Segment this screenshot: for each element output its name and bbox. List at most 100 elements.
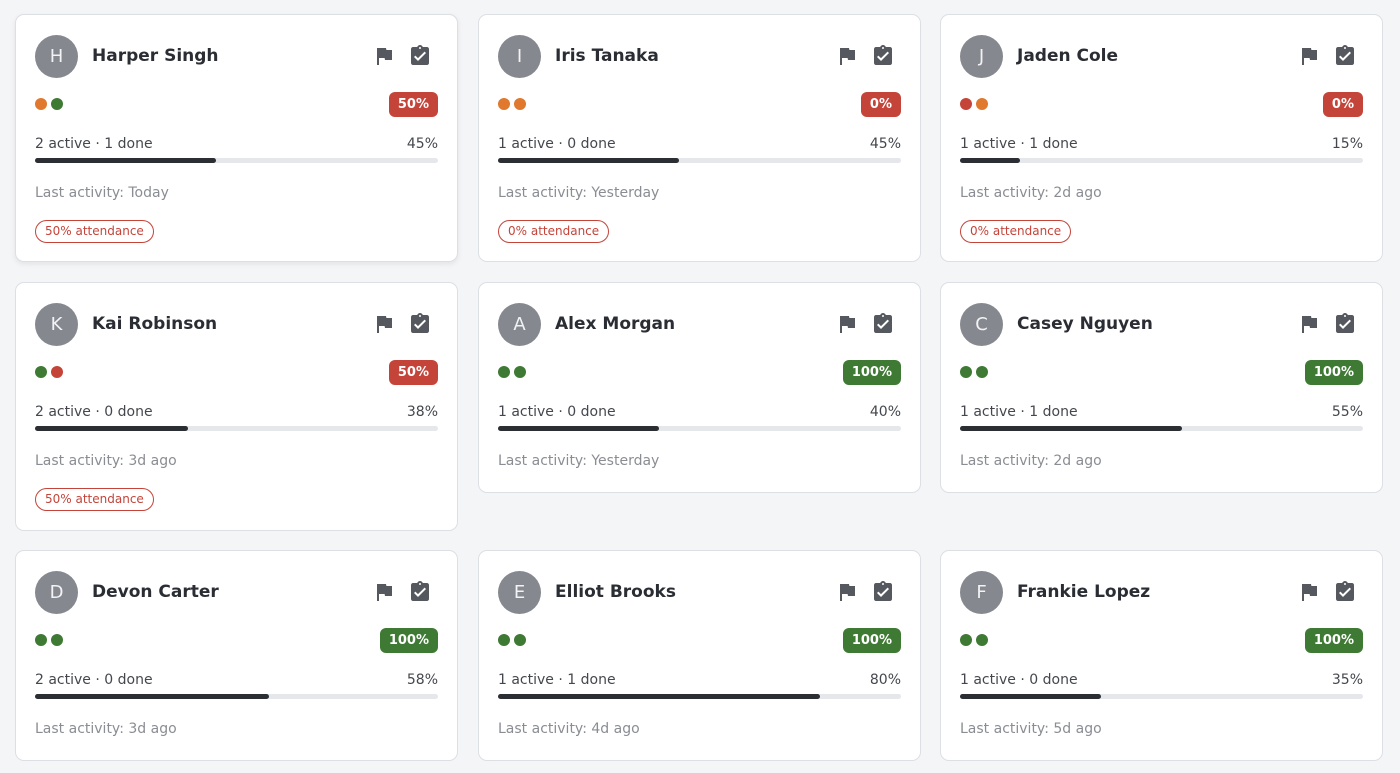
- progress-bar: [498, 426, 901, 431]
- progress-percent: 55%: [1331, 404, 1363, 420]
- progress-bar: [35, 694, 438, 699]
- status-dot: [960, 634, 972, 646]
- status-dot: [976, 634, 988, 646]
- clipboard-check-icon[interactable]: [1333, 580, 1357, 604]
- member-card[interactable]: E Elliot Brooks 100% 1 active · 1 done 8…: [478, 550, 921, 761]
- card-header: F Frankie Lopez: [960, 571, 1363, 614]
- clipboard-check-icon[interactable]: [871, 312, 895, 336]
- member-name[interactable]: Iris Tanaka: [555, 46, 659, 66]
- flag-icon[interactable]: [372, 312, 396, 336]
- flag-icon[interactable]: [1297, 580, 1321, 604]
- status-dots: [960, 634, 992, 648]
- member-card[interactable]: F Frankie Lopez 100% 1 active · 0 done 3…: [940, 550, 1383, 761]
- task-stats: 1 active · 1 done: [960, 136, 1078, 152]
- flag-icon[interactable]: [372, 44, 396, 68]
- progress-bar: [35, 158, 438, 163]
- clipboard-check-icon[interactable]: [408, 44, 432, 68]
- progress-fill: [35, 426, 189, 431]
- card-header: E Elliot Brooks: [498, 571, 901, 614]
- member-card[interactable]: C Casey Nguyen 100% 1 active · 1 done 55…: [940, 282, 1383, 493]
- flag-icon[interactable]: [835, 312, 859, 336]
- flag-icon[interactable]: [1297, 44, 1321, 68]
- status-dot: [514, 98, 526, 110]
- member-name[interactable]: Jaden Cole: [1017, 46, 1119, 66]
- member-card[interactable]: J Jaden Cole 0% 1 active · 1 done 15% La…: [940, 14, 1383, 262]
- task-stats: 2 active · 0 done: [35, 404, 153, 420]
- avatar: F: [960, 571, 1003, 614]
- status-dot: [498, 98, 510, 110]
- clipboard-check-icon[interactable]: [1333, 44, 1357, 68]
- task-stats: 2 active · 0 done: [35, 672, 153, 688]
- member-name[interactable]: Casey Nguyen: [1017, 314, 1153, 334]
- member-name[interactable]: Kai Robinson: [92, 314, 218, 334]
- flag-icon[interactable]: [1297, 312, 1321, 336]
- last-activity: Last activity: 5d ago: [960, 721, 1102, 737]
- clipboard-check-icon[interactable]: [1333, 312, 1357, 336]
- card-header: H Harper Singh: [35, 35, 438, 78]
- clipboard-check-icon[interactable]: [408, 312, 432, 336]
- progress-bar: [35, 426, 438, 431]
- task-stats: 1 active · 0 done: [498, 404, 616, 420]
- score-badge: 0%: [1322, 92, 1363, 117]
- progress-percent: 35%: [1331, 672, 1363, 688]
- status-dot: [976, 98, 988, 110]
- member-name[interactable]: Devon Carter: [92, 582, 219, 602]
- status-dot: [514, 634, 526, 646]
- last-activity: Last activity: 2d ago: [960, 453, 1102, 469]
- member-name[interactable]: Elliot Brooks: [555, 582, 676, 602]
- progress-fill: [960, 694, 1102, 699]
- member-card[interactable]: A Alex Morgan 100% 1 active · 0 done 40%…: [478, 282, 921, 493]
- last-activity: Last activity: Yesterday: [498, 185, 660, 201]
- avatar: E: [498, 571, 541, 614]
- flag-icon[interactable]: [835, 44, 859, 68]
- task-stats: 1 active · 1 done: [960, 404, 1078, 420]
- card-header: C Casey Nguyen: [960, 303, 1363, 346]
- clipboard-check-icon[interactable]: [871, 580, 895, 604]
- status-dot: [51, 366, 63, 378]
- task-stats: 1 active · 0 done: [498, 136, 616, 152]
- flag-icon[interactable]: [372, 580, 396, 604]
- score-badge: 100%: [379, 628, 438, 653]
- attendance-tag: 0% attendance: [960, 220, 1072, 243]
- attendance-tag: 0% attendance: [498, 220, 610, 243]
- member-name[interactable]: Alex Morgan: [555, 314, 676, 334]
- clipboard-check-icon[interactable]: [871, 44, 895, 68]
- member-card[interactable]: H Harper Singh 50% 2 active · 1 done 45%…: [15, 14, 458, 262]
- status-dots: [960, 98, 992, 112]
- progress-percent: 58%: [406, 672, 438, 688]
- score-badge: 50%: [388, 92, 438, 117]
- score-badge: 100%: [1304, 628, 1363, 653]
- progress-bar: [498, 694, 901, 699]
- avatar: H: [35, 35, 78, 78]
- member-name[interactable]: Frankie Lopez: [1017, 582, 1151, 602]
- member-name[interactable]: Harper Singh: [92, 46, 219, 66]
- progress-bar: [960, 426, 1363, 431]
- card-header: D Devon Carter: [35, 571, 438, 614]
- avatar: A: [498, 303, 541, 346]
- status-dot: [35, 98, 47, 110]
- member-card[interactable]: D Devon Carter 100% 2 active · 0 done 58…: [15, 550, 458, 761]
- progress-percent: 45%: [869, 136, 901, 152]
- progress-percent: 38%: [406, 404, 438, 420]
- progress-fill: [498, 694, 821, 699]
- avatar: D: [35, 571, 78, 614]
- flag-icon[interactable]: [835, 580, 859, 604]
- clipboard-check-icon[interactable]: [408, 580, 432, 604]
- attendance-tag: 50% attendance: [35, 220, 154, 243]
- last-activity: Last activity: 2d ago: [960, 185, 1102, 201]
- last-activity: Last activity: 3d ago: [35, 721, 177, 737]
- progress-percent: 15%: [1331, 136, 1363, 152]
- progress-bar: [960, 158, 1363, 163]
- last-activity: Last activity: 3d ago: [35, 453, 177, 469]
- progress-bar: [498, 158, 901, 163]
- card-header: K Kai Robinson: [35, 303, 438, 346]
- score-badge: 100%: [842, 360, 901, 385]
- status-dot: [498, 366, 510, 378]
- avatar: K: [35, 303, 78, 346]
- progress-fill: [960, 158, 1021, 163]
- member-card[interactable]: I Iris Tanaka 0% 1 active · 0 done 45% L…: [478, 14, 921, 262]
- member-card[interactable]: K Kai Robinson 50% 2 active · 0 done 38%…: [15, 282, 458, 531]
- task-stats: 1 active · 0 done: [960, 672, 1078, 688]
- status-dots: [498, 634, 530, 648]
